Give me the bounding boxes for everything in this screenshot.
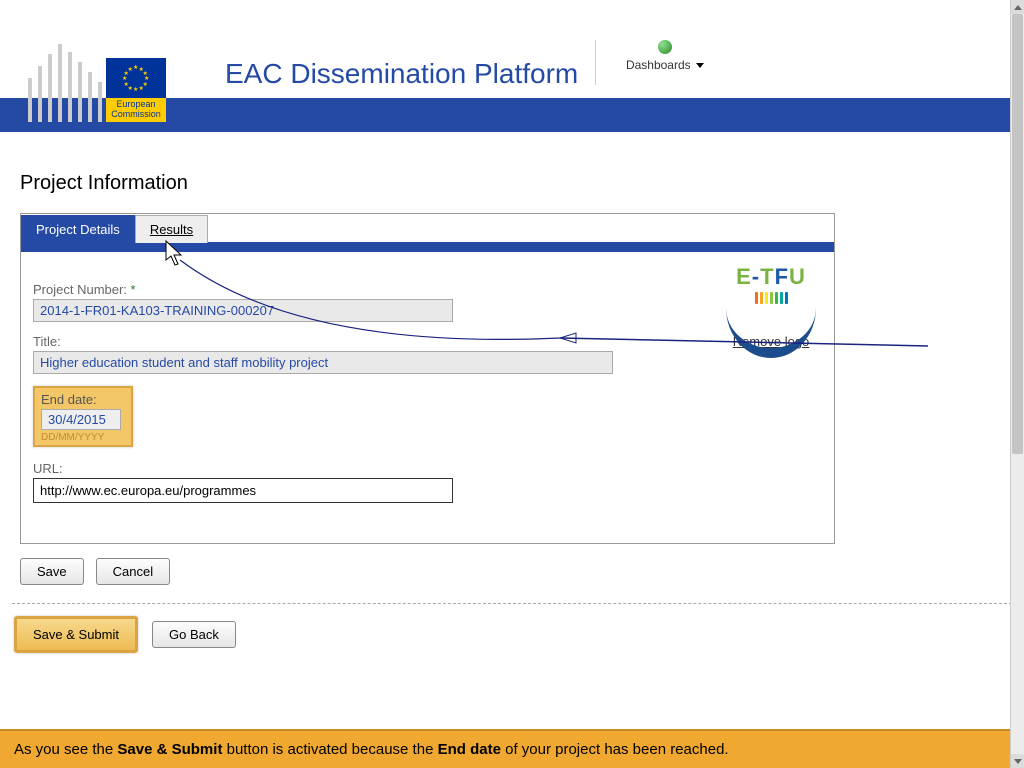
url-label: URL: — [33, 461, 822, 476]
eu-flag-block: ★★★★★★★★★★★★ European Commission — [106, 58, 166, 122]
url-field[interactable] — [33, 478, 453, 503]
dashboards-menu[interactable]: Dashboards — [595, 40, 704, 85]
ec-logo: ★★★★★★★★★★★★ European Commission — [28, 22, 166, 122]
end-date-field[interactable]: 30/4/2015 — [41, 409, 121, 430]
dashboards-label: Dashboards — [626, 58, 691, 72]
platform-title: EAC Dissemination Platform — [225, 58, 578, 90]
tabs: Project Details Results — [21, 214, 834, 242]
project-number-field: 2014-1-FR01-KA103-TRAINING-000207 — [33, 299, 453, 322]
separator — [12, 603, 1012, 604]
end-date-hint: DD/MM/YYYY — [41, 432, 121, 443]
project-panel: Project Details Results Project Number: … — [20, 213, 835, 544]
chevron-down-icon — [696, 63, 704, 68]
required-asterisk: * — [131, 282, 136, 297]
tab-results[interactable]: Results — [135, 215, 208, 243]
title-label: Title: — [33, 334, 822, 349]
save-button[interactable]: Save — [20, 558, 84, 585]
globe-icon — [658, 40, 672, 54]
flag-label: European Commission — [106, 98, 166, 122]
form-buttons: Save Cancel — [20, 558, 1024, 585]
header: ★★★★★★★★★★★★ European Commission EAC Dis… — [0, 0, 1024, 98]
end-date-highlight: End date: 30/4/2015 DD/MM/YYYY — [33, 386, 133, 447]
footer-annotation: As you see the Save & Submit button is a… — [0, 729, 1010, 768]
project-logo-area: E-TFU Remove logo — [726, 264, 816, 349]
pillars-graphic — [28, 44, 102, 122]
scroll-down-button[interactable] — [1011, 754, 1024, 768]
vertical-scrollbar[interactable] — [1010, 0, 1024, 768]
cursor-icon — [165, 240, 185, 268]
go-back-button[interactable]: Go Back — [152, 621, 236, 648]
scroll-thumb[interactable] — [1012, 14, 1023, 454]
tab-project-details[interactable]: Project Details — [21, 215, 135, 243]
logo-stripes — [726, 292, 816, 304]
logo-swoosh — [726, 308, 816, 328]
scroll-up-button[interactable] — [1011, 0, 1024, 14]
form-area: Project Number: * 2014-1-FR01-KA103-TRAI… — [21, 252, 834, 513]
submit-row: Save & Submit Go Back — [14, 616, 1024, 653]
eu-flag: ★★★★★★★★★★★★ — [106, 58, 166, 98]
end-date-label: End date: — [41, 392, 121, 407]
etfu-logo-text: E-TFU — [726, 264, 816, 290]
title-field: Higher education student and staff mobil… — [33, 351, 613, 374]
tab-underline — [21, 242, 834, 252]
save-submit-button[interactable]: Save & Submit — [14, 616, 138, 653]
page-title: Project Information — [20, 172, 1024, 195]
cancel-button[interactable]: Cancel — [96, 558, 170, 585]
project-number-label: Project Number: * — [33, 282, 822, 297]
flag-label-2: Commission — [106, 110, 166, 120]
